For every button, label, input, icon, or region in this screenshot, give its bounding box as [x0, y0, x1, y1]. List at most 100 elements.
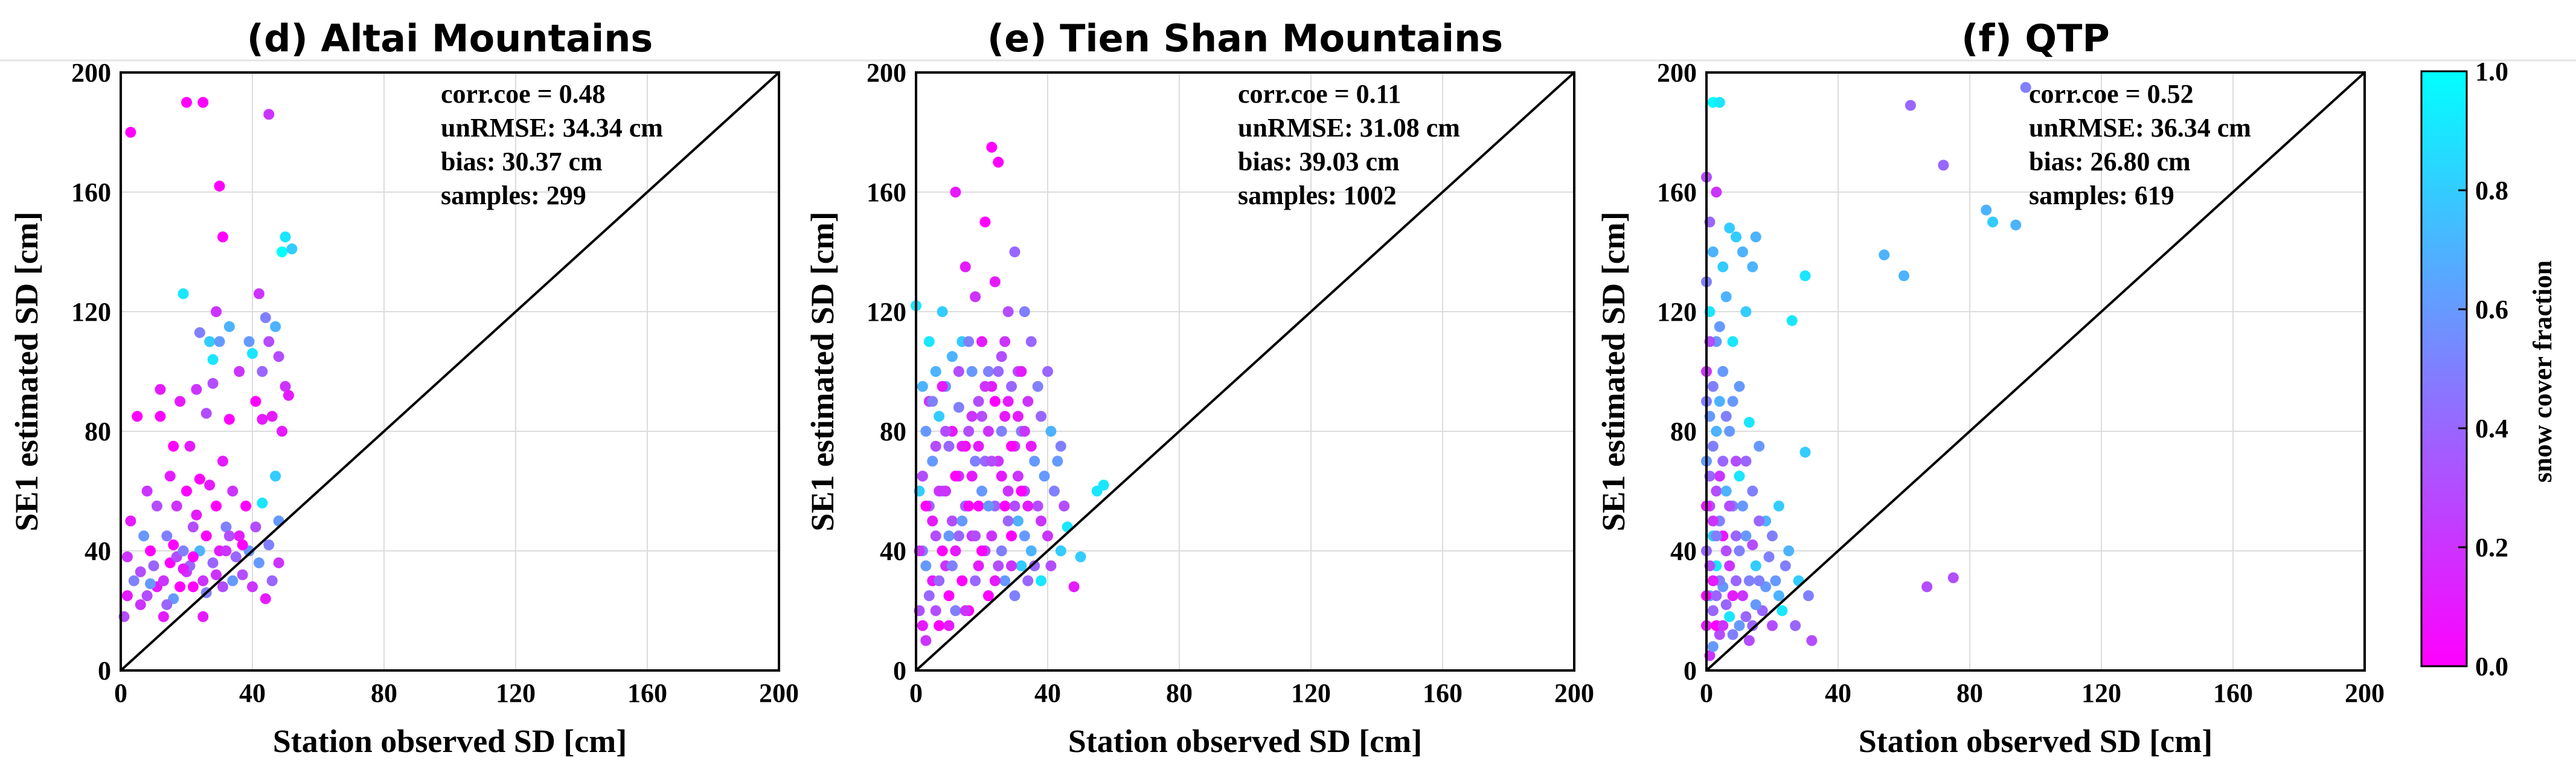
data-point: [934, 486, 945, 497]
data-point: [191, 509, 202, 521]
data-point: [247, 348, 258, 359]
x-tick-label: 80: [371, 678, 397, 708]
data-point: [1750, 231, 1761, 243]
stat-samples: samples: 299: [441, 181, 586, 210]
data-point: [1002, 515, 1014, 527]
data-point: [1717, 261, 1729, 272]
y-axis-label: SE1 estimated SD [cm]: [804, 211, 841, 531]
data-point: [1025, 336, 1037, 347]
colorbar: 1.0 0.8 0.6 0.4 0.2 0.0 snow cover fraction: [2420, 57, 2557, 681]
data-point: [1714, 396, 1725, 407]
data-point: [257, 414, 268, 425]
data-point: [230, 551, 242, 562]
data-point: [266, 411, 278, 422]
data-point: [1711, 426, 1722, 437]
data-point: [2020, 82, 2031, 93]
stat-bias: bias: 26.80 cm: [2029, 147, 2191, 176]
x-tick-labels: 0 40 80 120 160 200: [909, 678, 1594, 708]
data-point: [263, 109, 275, 120]
x-tick-label: 200: [759, 678, 799, 708]
data-point: [223, 414, 235, 425]
data-point: [973, 500, 984, 512]
data-point: [2010, 219, 2022, 231]
panel-title: (e) Tien Shan Mountains: [987, 16, 1503, 60]
data-point: [175, 581, 186, 593]
data-point: [223, 530, 235, 542]
data-point: [1714, 321, 1725, 332]
data-point: [920, 426, 932, 437]
data-point: [1790, 620, 1801, 631]
data-point: [1754, 440, 1765, 452]
data-point: [979, 381, 991, 392]
data-point: [1045, 426, 1057, 437]
stats-box: corr.coe = 0.11 unRMSE: 31.08 cm bias: 3…: [1238, 79, 1460, 210]
data-point: [1711, 590, 1722, 602]
data-point: [1737, 246, 1748, 257]
data-point: [187, 551, 199, 562]
data-point: [1743, 575, 1755, 587]
data-point: [168, 539, 179, 551]
x-tick-labels: 0 40 80 120 160 200: [1700, 678, 2385, 708]
data-point: [1731, 530, 1742, 542]
data-point: [175, 396, 186, 407]
data-point: [197, 611, 209, 622]
data-point: [1029, 560, 1040, 571]
data-point: [168, 440, 179, 452]
data-point: [1707, 641, 1719, 652]
data-point: [1707, 515, 1719, 527]
data-point: [930, 605, 941, 616]
x-tick-label: 160: [627, 678, 667, 708]
data-point: [956, 575, 968, 587]
data-point: [1720, 545, 1732, 556]
y-tick-label: 0: [1684, 656, 1697, 686]
data-point: [973, 396, 984, 407]
data-point: [135, 599, 146, 611]
data-point: [989, 575, 1001, 587]
data-point: [1711, 530, 1722, 542]
x-tick-label: 200: [2345, 678, 2385, 708]
data-point: [223, 321, 235, 332]
panel-title: (f) QTP: [1961, 16, 2110, 60]
data-point: [217, 231, 228, 243]
data-point: [1740, 611, 1752, 622]
x-tick-labels: 0 40 80 120 160 200: [114, 678, 799, 708]
x-tick-label: 80: [1956, 678, 1983, 708]
y-tick-label: 160: [867, 178, 906, 207]
data-point: [1740, 530, 1752, 542]
data-point: [1019, 426, 1030, 437]
data-point: [1006, 530, 1017, 542]
data-point: [1022, 396, 1034, 407]
panel-tien-shan: (e) Tien Shan Mountains 0 40 80 120 160 200 0…: [804, 16, 1594, 759]
data-point: [970, 455, 981, 467]
data-point: [253, 288, 264, 300]
data-point: [917, 620, 928, 631]
x-tick-label: 0: [1700, 678, 1713, 708]
data-point: [247, 581, 258, 593]
data-point: [1750, 599, 1761, 611]
data-point: [260, 312, 271, 323]
stat-unrmse: unRMSE: 36.34 cm: [2029, 113, 2251, 143]
data-point: [1740, 306, 1752, 317]
data-point: [1032, 381, 1043, 392]
data-point: [1734, 620, 1745, 631]
data-point: [125, 127, 136, 138]
data-point: [178, 563, 189, 574]
data-point: [1727, 629, 1738, 640]
data-point: [953, 366, 964, 377]
data-point: [1717, 620, 1729, 631]
data-point: [917, 471, 928, 482]
data-point: [1714, 629, 1725, 640]
y-axis-label: SE1 estimated SD [cm]: [8, 211, 45, 531]
data-point: [1799, 270, 1811, 281]
data-point: [151, 500, 162, 512]
data-point: [920, 560, 932, 571]
data-point: [1022, 500, 1034, 512]
data-point: [234, 530, 245, 542]
data-point: [145, 545, 156, 556]
data-point: [204, 480, 216, 491]
data-point: [1731, 575, 1742, 587]
data-point: [1022, 575, 1034, 587]
data-point: [993, 366, 1004, 377]
data-point: [1717, 366, 1729, 377]
data-point: [1734, 545, 1745, 556]
